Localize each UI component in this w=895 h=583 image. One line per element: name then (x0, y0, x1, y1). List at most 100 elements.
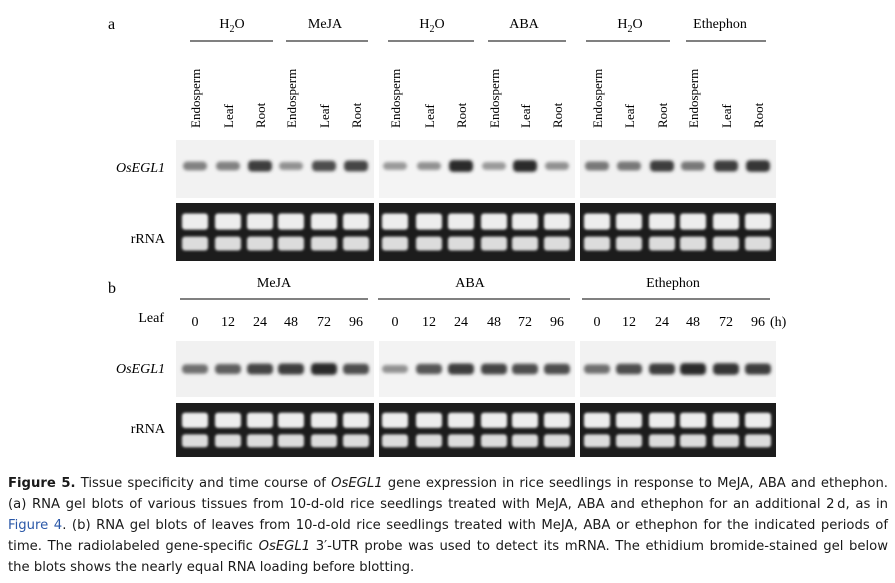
rrna-band-28s (247, 213, 273, 230)
rrna-band-28s (311, 213, 337, 230)
blot-band (278, 363, 304, 375)
rrna-band-18s (713, 434, 739, 448)
rrna-band-18s (382, 236, 408, 251)
gene-label-b: OsEGL1 (116, 362, 165, 377)
lane-label-endosperm: Endosperm (590, 69, 605, 128)
blot-band (649, 363, 675, 375)
rrna-label-b: rRNA (131, 422, 166, 437)
figure-graphic: a b H2O MeJA H2O ABA H2O Ethephon Endosp… (108, 16, 787, 457)
blot-band (343, 363, 369, 375)
rrna-band-18s (416, 236, 442, 251)
lane-label-leaf: Leaf (622, 104, 637, 128)
rrna-band-28s (584, 213, 610, 230)
lane-label-leaf: Leaf (221, 104, 236, 128)
blot-band (584, 364, 610, 374)
rrna-band-28s (343, 213, 369, 230)
treatment-header-aba: ABA (509, 17, 539, 32)
rrna-band-18s (311, 236, 337, 251)
blot-band (680, 363, 706, 375)
gene-label-a: OsEGL1 (116, 161, 165, 176)
rrna-band-28s (278, 213, 304, 230)
blot-a1-membrane (176, 140, 374, 198)
blot-band (650, 160, 674, 172)
timepoint-label: 72 (719, 315, 733, 330)
blot-band (481, 363, 507, 375)
lane-label-endosperm: Endosperm (686, 69, 701, 128)
rrna-band-28s (416, 213, 442, 230)
rrna-band-28s (512, 412, 538, 428)
treatment-header-ethephon: Ethephon (693, 17, 747, 32)
rrna-band-28s (649, 213, 675, 230)
time-unit: (h) (770, 315, 787, 330)
rrna-band-28s (584, 412, 610, 428)
rrna-band-18s (544, 236, 570, 251)
timepoint-label: 24 (454, 315, 468, 330)
rrna-band-28s (416, 412, 442, 428)
lane-label-endosperm: Endosperm (188, 69, 203, 128)
blot-band (585, 161, 609, 171)
lane-label-root: Root (655, 102, 670, 128)
blot-a2-membrane (379, 140, 575, 198)
rrna-band-18s (481, 434, 507, 448)
rrna-band-28s (182, 213, 208, 230)
rrna-band-28s (247, 412, 273, 428)
timepoint-label: 96 (349, 315, 363, 330)
gel-a1 (176, 203, 374, 261)
rrna-band-18s (616, 236, 642, 251)
rrna-band-28s (481, 412, 507, 428)
rrna-band-28s (448, 213, 474, 230)
blot-band (616, 363, 642, 375)
rrna-band-28s (382, 213, 408, 230)
rrna-band-18s (713, 236, 739, 251)
treatment-header-b-aba: ABA (455, 276, 485, 291)
timepoint-label: 12 (422, 315, 436, 330)
rrna-band-28s (544, 412, 570, 428)
rrna-band-18s (278, 236, 304, 251)
treatment-header-h2o-1: H2O (219, 17, 244, 35)
lane-label-leaf: Leaf (518, 104, 533, 128)
timepoint-label: 0 (594, 315, 601, 330)
timepoint-label: 12 (622, 315, 636, 330)
rrna-band-18s (512, 434, 538, 448)
blot-band (248, 160, 272, 172)
gel-b-rrna (176, 403, 776, 457)
timepoint-label: 72 (518, 315, 532, 330)
rrna-band-18s (247, 434, 273, 448)
timepoint-label: 48 (487, 315, 501, 330)
blot-band (513, 160, 537, 172)
blot-a3-membrane (580, 140, 776, 198)
rrna-band-18s (649, 434, 675, 448)
blot-band (617, 161, 641, 171)
rrna-band-28s (448, 412, 474, 428)
rrna-band-28s (680, 213, 706, 230)
rrna-band-28s (616, 213, 642, 230)
gel-a3 (580, 203, 776, 261)
rrna-band-18s (343, 434, 369, 448)
rrna-band-18s (512, 236, 538, 251)
lane-label-root: Root (550, 102, 565, 128)
blot-band (545, 161, 569, 171)
rrna-band-18s (584, 236, 610, 251)
gel-a2 (379, 203, 575, 261)
rrna-band-18s (416, 434, 442, 448)
timepoint-label: 24 (253, 315, 267, 330)
rrna-band-18s (649, 236, 675, 251)
blot-band (215, 364, 241, 374)
caption-figure-reference-link[interactable]: Figure 4 (8, 518, 63, 533)
blot-b1-membrane (176, 341, 374, 397)
blot-b3-membrane (580, 341, 776, 397)
figure-caption: Figure 5. Tissue specificity and time co… (8, 473, 888, 578)
blot-band (417, 161, 441, 171)
rrna-band-28s (649, 412, 675, 428)
caption-text-2: gene expression in rice seedlings in res… (8, 476, 888, 512)
blot-band (681, 161, 705, 171)
blot-band (449, 160, 473, 172)
lane-label-endosperm: Endosperm (284, 69, 299, 128)
rrna-band-18s (343, 236, 369, 251)
rrna-band-28s (713, 412, 739, 428)
treatment-header-b-ethephon: Ethephon (646, 276, 700, 291)
blot-band (482, 162, 506, 170)
timepoint-label: 72 (317, 315, 331, 330)
blot-band (279, 161, 303, 171)
rrna-label-a: rRNA (131, 232, 166, 247)
